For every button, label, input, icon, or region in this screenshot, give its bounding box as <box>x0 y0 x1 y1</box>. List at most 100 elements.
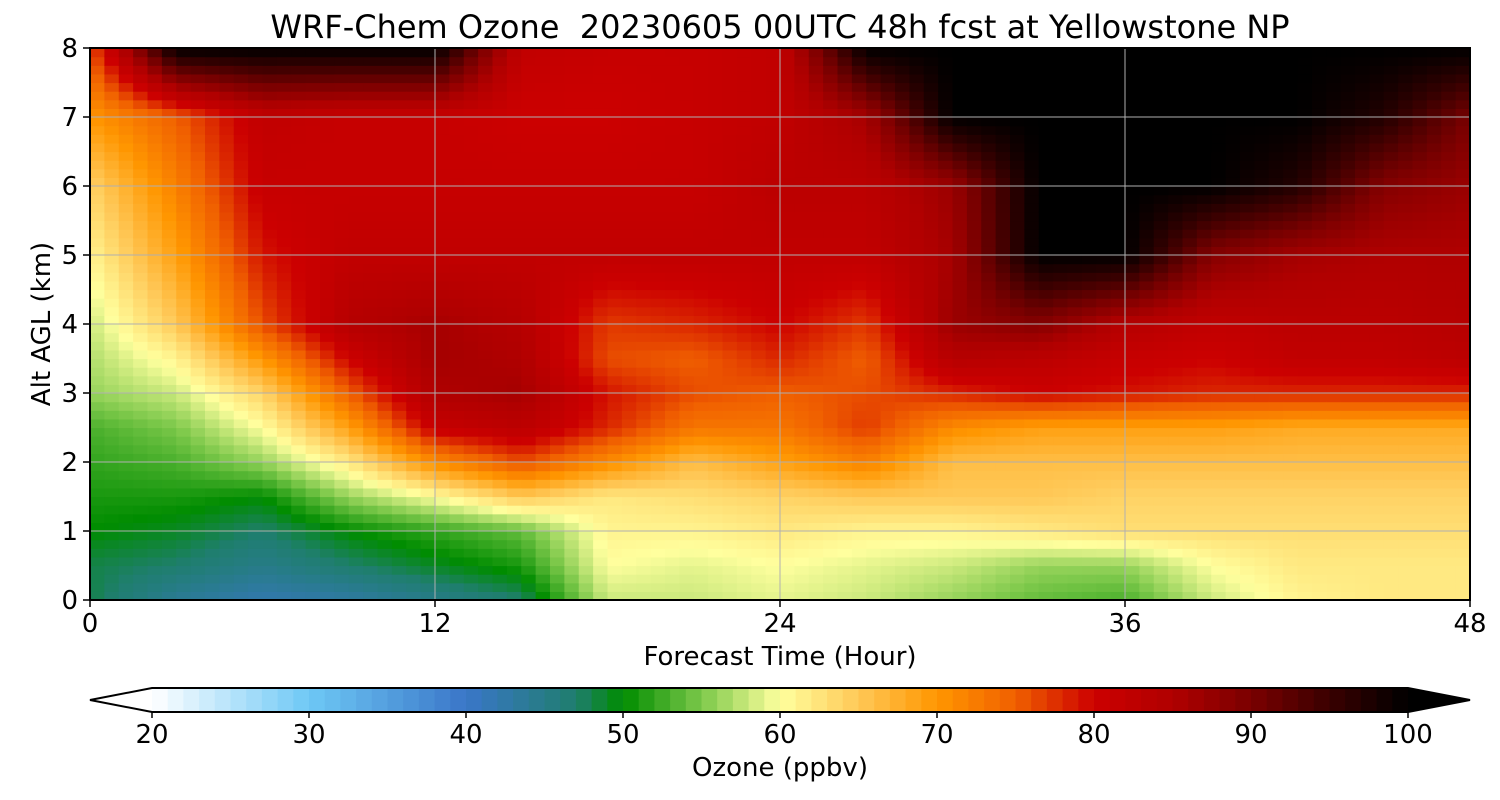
heatmap-cell <box>952 220 968 230</box>
heatmap-cell <box>449 194 465 204</box>
heatmap-cell <box>176 591 192 601</box>
heatmap-cell <box>578 315 594 325</box>
heatmap-cell <box>1196 418 1212 429</box>
heatmap-cell <box>276 82 292 92</box>
heatmap-cell <box>722 548 738 558</box>
heatmap-cell <box>550 289 565 299</box>
heatmap-cell <box>435 151 450 161</box>
heatmap-cell <box>665 194 680 204</box>
heatmap-cell <box>233 151 249 161</box>
heatmap-cell <box>334 280 350 291</box>
heatmap-cell <box>981 73 997 84</box>
heatmap-cell <box>233 418 249 429</box>
heatmap-cell <box>90 168 105 178</box>
heatmap-cell <box>1096 117 1112 127</box>
heatmap-cell <box>650 436 666 446</box>
heatmap-cell <box>995 91 1011 101</box>
heatmap-cell <box>593 367 609 377</box>
heatmap-cell <box>909 117 925 127</box>
heatmap-cell <box>909 289 925 299</box>
heatmap-cell <box>147 479 163 489</box>
heatmap-cell <box>808 298 824 308</box>
heatmap-cell <box>420 160 436 170</box>
heatmap-cell <box>205 289 220 299</box>
heatmap-cell <box>535 203 551 213</box>
heatmap-cell <box>679 539 695 549</box>
heatmap-cell <box>1067 246 1083 256</box>
heatmap-cell <box>909 48 925 58</box>
heatmap-cell <box>808 324 824 334</box>
heatmap-cell <box>1010 591 1025 601</box>
heatmap-cell <box>463 142 479 153</box>
heatmap-cell <box>794 496 810 506</box>
heatmap-cell <box>320 453 335 463</box>
heatmap-cell <box>377 272 393 282</box>
heatmap-cell <box>1053 65 1069 75</box>
heatmap-cell <box>1024 591 1040 601</box>
heatmap-cell <box>1125 289 1140 299</box>
heatmap-cell <box>133 539 149 549</box>
heatmap-cell <box>276 324 292 334</box>
heatmap-cell <box>1125 487 1140 498</box>
heatmap-cell <box>765 91 781 101</box>
heatmap-cell <box>320 315 335 325</box>
heatmap-cell <box>262 487 278 498</box>
heatmap-cell <box>478 306 494 316</box>
heatmap-cell <box>190 574 206 584</box>
heatmap-cell <box>449 177 465 187</box>
heatmap-cell <box>420 280 436 291</box>
heatmap-cell <box>219 393 235 403</box>
heatmap-cell <box>190 367 206 377</box>
heatmap-cell <box>722 487 738 498</box>
heatmap-cell <box>923 410 939 420</box>
heatmap-cell <box>205 211 220 222</box>
heatmap-cell <box>449 565 465 575</box>
heatmap-cell <box>478 513 494 523</box>
heatmap-cell <box>334 82 350 92</box>
heatmap-cell <box>1010 117 1025 127</box>
heatmap-cell <box>348 582 364 592</box>
heatmap-cell <box>492 229 508 239</box>
heatmap-cell <box>320 332 335 342</box>
heatmap-cell <box>621 531 637 541</box>
heatmap-cell <box>1081 91 1097 101</box>
heatmap-cell <box>823 462 839 472</box>
heatmap-cell <box>521 65 537 75</box>
heatmap-cell <box>219 548 235 558</box>
heatmap-cell <box>348 246 364 256</box>
heatmap-cell <box>837 349 853 360</box>
heatmap-cell <box>233 289 249 299</box>
heatmap-cell <box>1024 556 1040 567</box>
heatmap-cell <box>650 160 666 170</box>
heatmap-cell <box>636 298 652 308</box>
heatmap-cell <box>176 56 192 66</box>
heatmap-cell <box>305 168 321 178</box>
heatmap-cell <box>104 108 120 118</box>
heatmap-cell <box>938 341 954 351</box>
heatmap-cell <box>665 462 680 472</box>
heatmap-cell <box>1067 99 1083 109</box>
heatmap-cell <box>1081 556 1097 567</box>
heatmap-cell <box>190 263 206 273</box>
heatmap-cell <box>205 479 220 489</box>
heatmap-cell <box>636 280 652 291</box>
heatmap-cell <box>435 436 450 446</box>
heatmap-cell <box>147 125 163 135</box>
heatmap-cell <box>693 306 709 316</box>
heatmap-cell <box>593 349 609 360</box>
heatmap-cell <box>564 470 580 480</box>
heatmap-cell <box>981 48 997 58</box>
heatmap-cell <box>866 358 882 368</box>
heatmap-cell <box>650 263 666 273</box>
heatmap-cell <box>133 263 149 273</box>
heatmap-cell <box>851 591 867 601</box>
heatmap-cell <box>104 99 120 109</box>
heatmap-cell <box>506 565 522 575</box>
heatmap-cell <box>1038 505 1054 515</box>
heatmap-cell <box>1153 470 1169 480</box>
heatmap-cell <box>593 315 609 325</box>
heatmap-cell <box>851 65 867 75</box>
heatmap-cell <box>1139 108 1155 118</box>
heatmap-cell <box>463 56 479 66</box>
heatmap-cell <box>1081 358 1097 368</box>
